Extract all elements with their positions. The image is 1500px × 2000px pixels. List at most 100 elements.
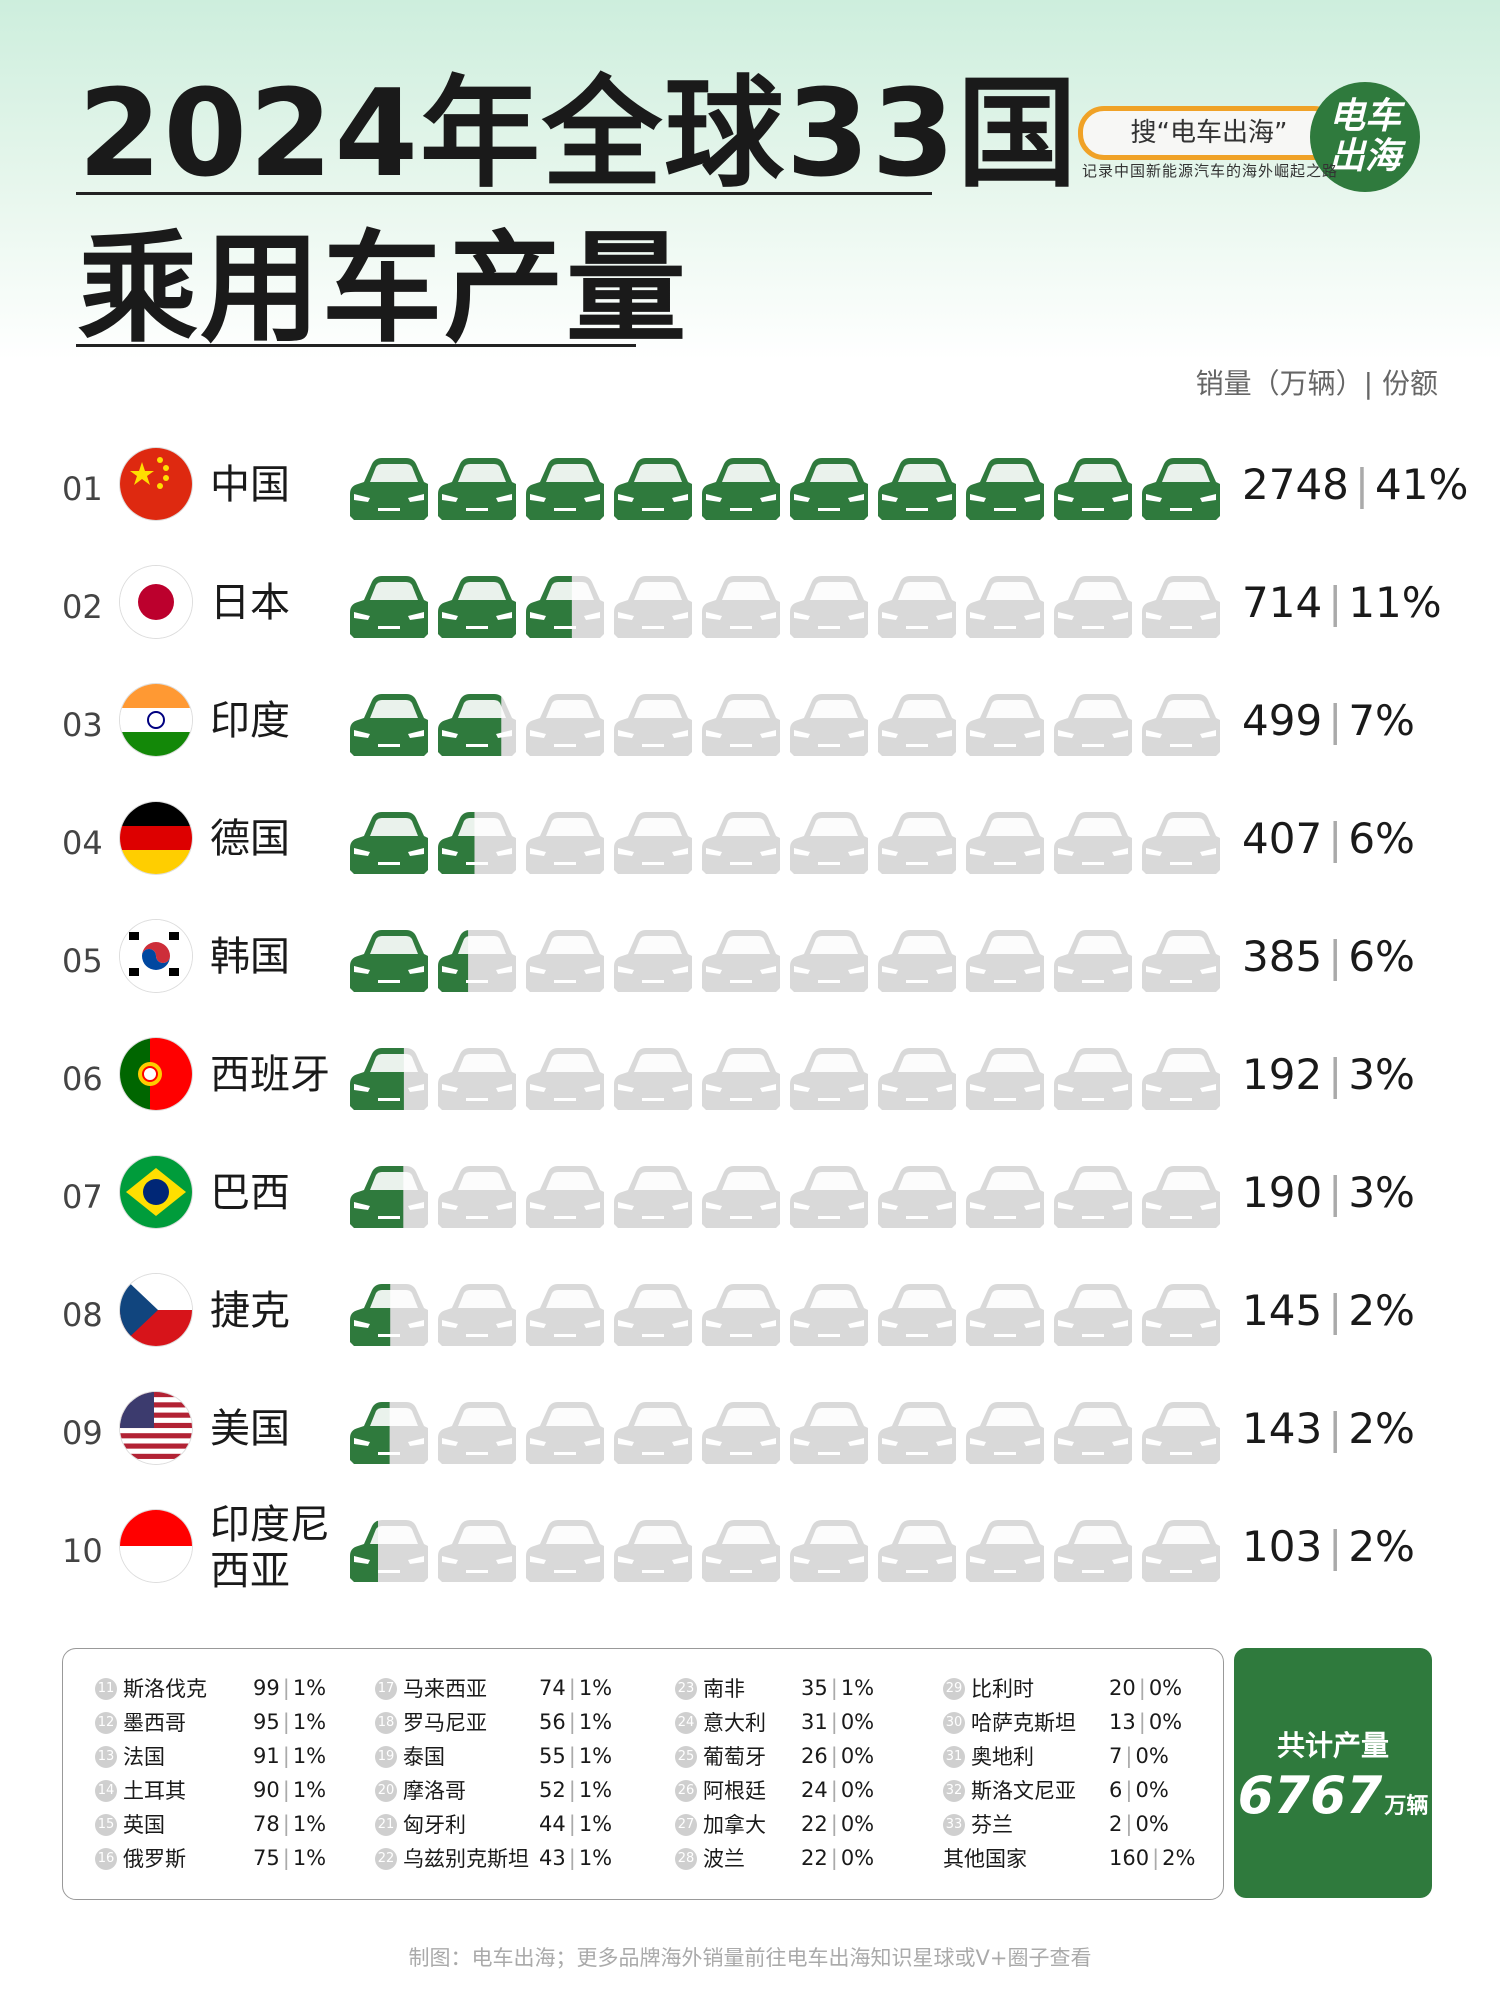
car-unit xyxy=(614,576,692,638)
korea-flag-icon xyxy=(120,920,192,992)
others-item: 28 波兰 22 | 0% xyxy=(675,1841,905,1875)
others-item: 32 斯洛文尼亚 6 | 0% xyxy=(943,1773,1183,1807)
others-item: 14 土耳其 90 | 1% xyxy=(95,1773,355,1807)
car-unit xyxy=(526,1048,604,1110)
car-unit xyxy=(1142,1402,1220,1464)
car-unit xyxy=(614,1520,692,1582)
car-bar-svg xyxy=(350,1284,1220,1346)
car-unit xyxy=(1054,1166,1132,1228)
car-unit xyxy=(1142,812,1220,874)
rank-badge: 11 xyxy=(95,1678,117,1700)
others-item: 29 比利时 20 | 0% xyxy=(943,1671,1183,1705)
value-number: 499 xyxy=(1242,696,1323,745)
china-flag-icon xyxy=(120,448,192,520)
value-separator: | xyxy=(1328,814,1343,863)
value-label: 407 | 6% xyxy=(1242,814,1415,863)
value-number: 385 xyxy=(1242,932,1323,981)
others-item: 33 芬兰 2 | 0% xyxy=(943,1807,1183,1841)
car-unit xyxy=(878,1048,956,1110)
car-bar-svg xyxy=(350,576,1220,638)
value-number: 143 xyxy=(1242,1404,1323,1453)
car-unit xyxy=(790,1520,868,1582)
car-unit xyxy=(878,576,956,638)
others-column: 17 马来西亚 74 | 1% 18 罗马尼亚 56 | 1% 19 泰国 55 | 1% 20 摩洛哥 52 | 1… xyxy=(375,1671,645,1875)
car-unit xyxy=(614,1166,692,1228)
rank-badge: 12 xyxy=(95,1712,117,1734)
others-country: 罗马尼亚 xyxy=(403,1711,487,1735)
others-value: 55 | 1% xyxy=(539,1744,613,1768)
others-value: 56 | 1% xyxy=(539,1710,613,1734)
others-country: 葡萄牙 xyxy=(703,1745,766,1769)
car-unit xyxy=(526,576,604,638)
car-unit xyxy=(878,694,956,756)
car-unit xyxy=(1142,1520,1220,1582)
rank-label: 08 xyxy=(62,1296,103,1334)
indonesia-flag-icon xyxy=(120,1510,192,1582)
car-unit xyxy=(878,930,956,992)
country-label: 韩国 xyxy=(210,934,290,980)
value-number: 192 xyxy=(1242,1050,1323,1099)
car-unit xyxy=(350,694,428,756)
others-value: 90 | 1% xyxy=(253,1778,327,1802)
car-unit xyxy=(702,1284,780,1346)
car-bar xyxy=(348,1166,1220,1232)
others-value: 13 | 0% xyxy=(1109,1710,1183,1734)
others-item: 31 奥地利 7 | 0% xyxy=(943,1739,1183,1773)
car-unit xyxy=(702,1048,780,1110)
others-value: 7 | 0% xyxy=(1109,1744,1169,1768)
car-unit xyxy=(966,576,1044,638)
car-unit xyxy=(438,1284,516,1346)
car-unit xyxy=(790,458,868,520)
car-unit xyxy=(878,458,956,520)
car-unit xyxy=(1142,1284,1220,1346)
title-underline xyxy=(76,192,932,195)
car-unit xyxy=(438,1402,516,1464)
car-unit xyxy=(702,812,780,874)
others-country: 英国 xyxy=(123,1813,165,1837)
rank-badge: 17 xyxy=(375,1678,397,1700)
car-unit xyxy=(1142,576,1220,638)
value-separator: | xyxy=(1328,1050,1343,1099)
others-value: 95 | 1% xyxy=(253,1710,327,1734)
car-unit xyxy=(526,1284,604,1346)
page-title: 2024年全球33国 xyxy=(78,65,1079,204)
chart-row: 03 印度 499 | 7% xyxy=(0,674,1500,784)
car-unit xyxy=(966,1402,1044,1464)
others-country: 斯洛伐克 xyxy=(123,1677,207,1701)
share-percent: 2% xyxy=(1348,1404,1415,1453)
rank-badge: 18 xyxy=(375,1712,397,1734)
country-label: 印度尼 西亚 xyxy=(210,1502,330,1594)
value-separator: | xyxy=(1328,1286,1343,1335)
car-unit xyxy=(878,812,956,874)
chart-row: 09 美国 143 | 2% xyxy=(0,1382,1500,1492)
rank-badge: 30 xyxy=(943,1712,965,1734)
rank-label: 04 xyxy=(62,824,103,862)
car-unit xyxy=(878,1284,956,1346)
value-separator: | xyxy=(1328,1522,1343,1571)
car-bar xyxy=(348,1402,1220,1468)
total-value-line: 6767万辆 xyxy=(1234,1766,1432,1826)
car-unit xyxy=(790,812,868,874)
japan-flag-icon xyxy=(120,566,192,638)
rank-label: 03 xyxy=(62,706,103,744)
value-label: 192 | 3% xyxy=(1242,1050,1415,1099)
car-unit xyxy=(526,812,604,874)
car-unit xyxy=(702,1402,780,1464)
rank-badge: 19 xyxy=(375,1746,397,1768)
value-separator: | xyxy=(1328,578,1343,627)
car-bar-svg xyxy=(350,812,1220,874)
car-unit xyxy=(702,576,780,638)
car-bar-svg xyxy=(350,694,1220,756)
car-unit xyxy=(702,1520,780,1582)
country-label: 捷克 xyxy=(210,1288,290,1334)
value-number: 2748 xyxy=(1242,460,1349,509)
car-unit xyxy=(966,930,1044,992)
others-value: 43 | 1% xyxy=(539,1846,613,1870)
others-country: 波兰 xyxy=(703,1847,745,1871)
car-unit xyxy=(1054,576,1132,638)
share-percent: 6% xyxy=(1348,814,1415,863)
others-item: 16 俄罗斯 75 | 1% xyxy=(95,1841,355,1875)
car-unit xyxy=(1054,1048,1132,1110)
others-item: 30 哈萨克斯坦 13 | 0% xyxy=(943,1705,1183,1739)
share-percent: 7% xyxy=(1348,696,1415,745)
